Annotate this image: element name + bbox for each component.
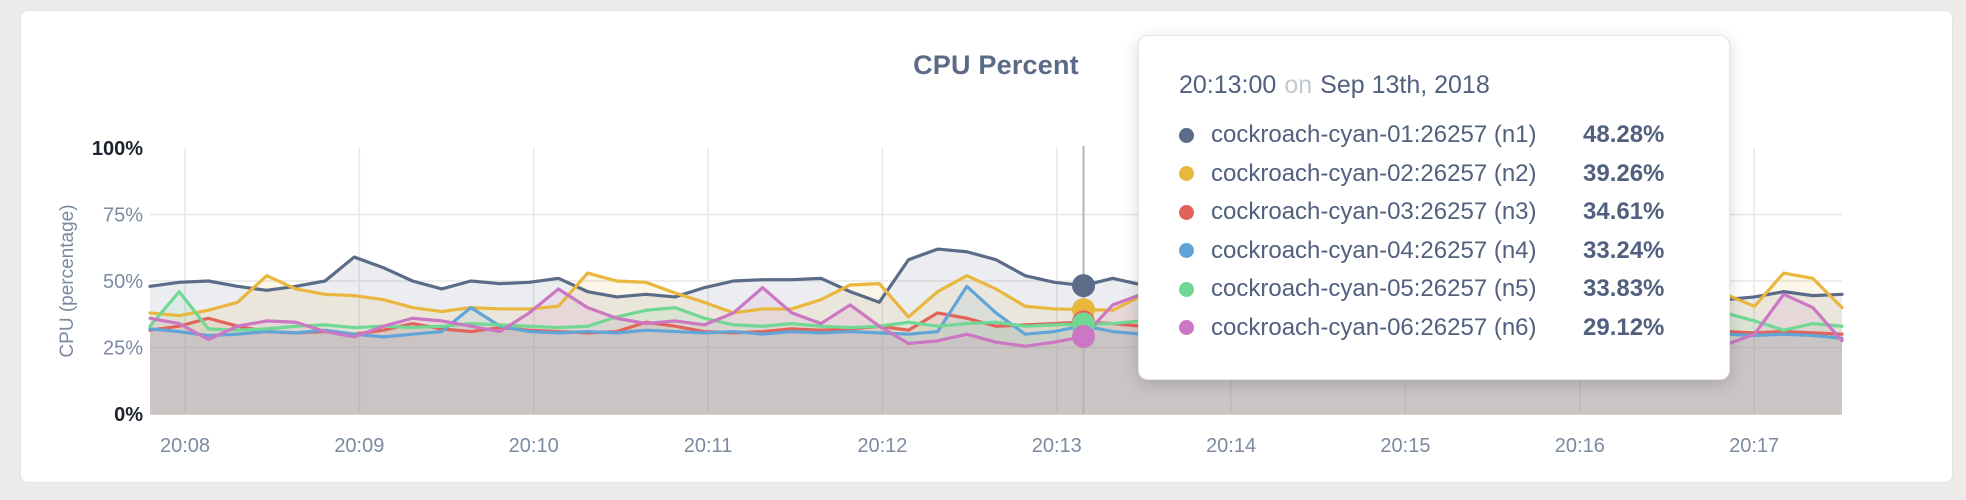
tooltip-rows: cockroach-cyan-01:26257 (n1) 48.28% cockro… <box>1179 116 1701 347</box>
x-axis-tick-label: 20:14 <box>1206 435 1256 457</box>
y-axis-tick-label: 25% <box>103 338 143 360</box>
x-axis-tick-label: 20:12 <box>857 435 907 457</box>
series-name: cockroach-cyan-01:26257 (n1) <box>1211 121 1537 149</box>
x-axis-tick-label: 20:17 <box>1729 435 1779 457</box>
series-value: 29.12% <box>1583 313 1665 341</box>
x-axis-tick-label: 20:15 <box>1380 435 1430 457</box>
series-area-4 <box>150 286 1842 414</box>
chart-tooltip: 20:13:00 on Sep 13th, 2018 cockroach-cyan-… <box>1138 35 1730 380</box>
hover-dot-1 <box>1072 274 1096 298</box>
series-value: 33.83% <box>1583 275 1665 303</box>
y-axis-tick-label: 0% <box>114 404 143 426</box>
tooltip-time: 20:13:00 <box>1179 71 1277 99</box>
tooltip-series-row: cockroach-cyan-03:26257 (n3) 34.61% <box>1179 193 1701 232</box>
series-name: cockroach-cyan-04:26257 (n4) <box>1211 236 1537 264</box>
hover-dot-6 <box>1072 325 1096 349</box>
series-value: 48.28% <box>1583 121 1665 149</box>
tooltip-series-row: cockroach-cyan-01:26257 (n1) 48.28% <box>1179 116 1701 155</box>
series-value: 33.24% <box>1583 236 1665 264</box>
series-area-5 <box>150 291 1842 414</box>
x-axis-tick-label: 20:13 <box>1032 435 1082 457</box>
series-color-dot <box>1179 127 1194 143</box>
series-name: cockroach-cyan-03:26257 (n3) <box>1211 198 1537 226</box>
series-name: cockroach-cyan-06:26257 (n6) <box>1211 313 1537 341</box>
x-axis-tick-label: 20:10 <box>509 435 559 457</box>
series-area-6 <box>150 287 1842 414</box>
series-name: cockroach-cyan-05:26257 (n5) <box>1211 275 1537 303</box>
tooltip-header: 20:13:00 on Sep 13th, 2018 <box>1179 70 1701 100</box>
tooltip-series-row: cockroach-cyan-02:26257 (n2) 39.26% <box>1179 155 1701 194</box>
tooltip-on-word: on <box>1284 71 1313 99</box>
x-axis-tick-label: 20:09 <box>334 435 384 457</box>
x-axis-tick-label: 20:11 <box>684 435 733 457</box>
series-name: cockroach-cyan-02:26257 (n2) <box>1211 159 1537 187</box>
x-axis-tick-label: 20:16 <box>1555 435 1605 457</box>
chart-title: CPU Percent <box>913 50 1079 80</box>
tooltip-series-row: cockroach-cyan-04:26257 (n4) 33.24% <box>1179 232 1701 271</box>
y-axis-tick-label: 75% <box>103 205 143 227</box>
y-axis-tick-label: 50% <box>103 271 143 293</box>
x-axis-tick-label: 20:08 <box>160 435 210 457</box>
tooltip-series-row: cockroach-cyan-06:26257 (n6) 29.12% <box>1179 309 1701 348</box>
series-color-dot <box>1179 204 1194 220</box>
series-color-dot <box>1179 166 1194 182</box>
series-color-dot <box>1179 320 1194 336</box>
series-color-dot <box>1179 243 1194 259</box>
tooltip-date: Sep 13th, 2018 <box>1320 71 1490 99</box>
series-value: 34.61% <box>1583 198 1665 226</box>
series-value: 39.26% <box>1583 159 1665 187</box>
y-axis-tick-label: 100% <box>92 138 143 160</box>
tooltip-series-row: cockroach-cyan-05:26257 (n5) 33.83% <box>1179 270 1701 309</box>
series-color-dot <box>1179 281 1194 297</box>
